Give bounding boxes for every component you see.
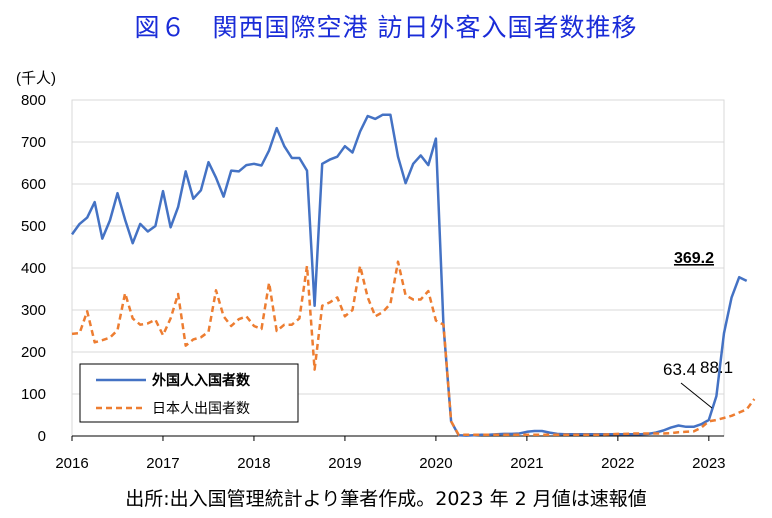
y-tick-label: 0 <box>38 428 46 445</box>
y-tick-label: 800 <box>21 92 46 109</box>
x-tick-label: 2018 <box>237 455 270 472</box>
y-tick-label: 400 <box>21 260 46 277</box>
legend: 外国人入国者数 日本人出国者数 <box>79 363 299 423</box>
legend-label-foreign: 外国人入国者数 <box>152 372 251 389</box>
x-tick-label: 2017 <box>146 455 179 472</box>
legend-label-japanese: 日本人出国者数 <box>152 401 250 417</box>
chart-title: 図６ 関西国際空港 訪日外客入国者数推移 <box>134 13 638 42</box>
source-note: 出所:出入国管理統計より筆者作成。2023 年 2 月値は速報値 <box>125 488 647 510</box>
y-tick-label: 200 <box>21 344 46 361</box>
y-tick-label: 100 <box>21 386 46 403</box>
y-tick-label: 700 <box>21 134 46 151</box>
legend-box <box>79 363 299 423</box>
annotation-369-2: 369.2 <box>674 250 714 267</box>
x-tick-label: 2021 <box>510 455 543 472</box>
y-tick-label: 600 <box>21 176 46 193</box>
annotation-63-4: 63.4 <box>663 360 696 379</box>
x-tick-label: 2019 <box>328 455 361 472</box>
annotation-88-1: 88.1 <box>700 358 733 377</box>
x-tick-label: 2023 <box>692 455 725 472</box>
x-tick-label: 2022 <box>601 455 634 472</box>
series-line-1 <box>71 260 756 436</box>
y-tick-label: 500 <box>21 218 46 235</box>
x-tick-label: 2016 <box>55 455 88 472</box>
annotation-leader-line <box>680 382 713 409</box>
y-axis-unit-label: (千人) <box>16 70 56 87</box>
y-tick-label: 300 <box>21 302 46 319</box>
x-tick-label: 2020 <box>419 455 452 472</box>
